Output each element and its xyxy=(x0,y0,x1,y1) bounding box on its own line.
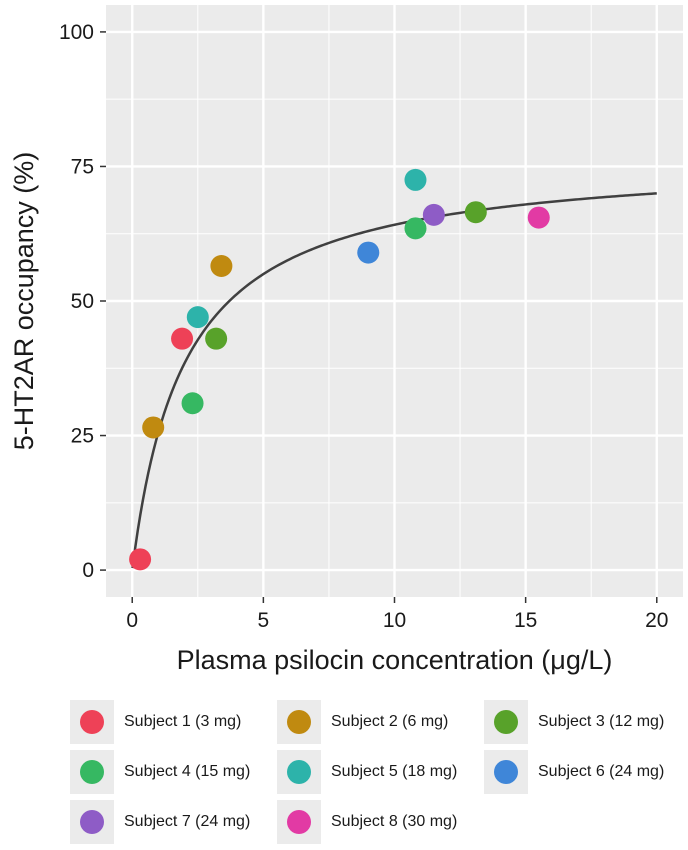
x-tick-label: 5 xyxy=(258,609,270,632)
legend-label: Subject 2 (6 mg) xyxy=(331,713,449,730)
legend-key xyxy=(70,700,114,744)
legend-dot xyxy=(494,710,518,734)
x-tick-label: 0 xyxy=(126,609,138,632)
legend-key xyxy=(484,700,528,744)
legend-item-subject-4: Subject 4 (15 mg) xyxy=(70,750,250,794)
legend-label: Subject 8 (30 mg) xyxy=(331,813,458,830)
x-tick-label: 15 xyxy=(514,609,537,632)
legend-label: Subject 5 (18 mg) xyxy=(331,763,458,780)
data-point-subject-1 xyxy=(129,548,152,571)
legend-label: Subject 7 (24 mg) xyxy=(124,813,251,830)
legend-item-subject-7: Subject 7 (24 mg) xyxy=(70,800,250,844)
y-tick-label: 0 xyxy=(82,559,94,582)
y-axis-title: 5-HT2AR occupancy (%) xyxy=(9,152,39,451)
legend-key xyxy=(277,800,321,844)
data-point-subject-4 xyxy=(404,217,427,240)
legend-key xyxy=(277,750,321,794)
fit-curve xyxy=(131,192,657,569)
legend-item-subject-2: Subject 2 (6 mg) xyxy=(277,700,448,744)
legend-dot xyxy=(80,810,104,834)
data-point-subject-8 xyxy=(527,206,550,229)
legend-label: Subject 1 (3 mg) xyxy=(124,713,242,730)
x-axis-title: Plasma psilocin concentration (μg/L) xyxy=(177,645,613,675)
tick-labels: 0 5 10 15 20 0 25 50 75 100 xyxy=(59,21,668,632)
data-point-subject-5 xyxy=(404,168,427,191)
data-point-subject-1 xyxy=(171,327,194,350)
y-tick-label: 50 xyxy=(71,290,94,313)
legend-dot xyxy=(80,710,104,734)
data-point-subject-7 xyxy=(422,203,445,226)
data-points xyxy=(129,168,550,571)
data-point-subject-6 xyxy=(357,241,380,264)
x-tick-label: 10 xyxy=(383,609,406,632)
data-point-subject-2 xyxy=(210,255,233,278)
legend-item-subject-8: Subject 8 (30 mg) xyxy=(277,800,457,844)
legend-label: Subject 6 (24 mg) xyxy=(538,763,665,780)
legend-dot xyxy=(287,810,311,834)
legend-key xyxy=(277,700,321,744)
legend-dot xyxy=(494,760,518,784)
data-point-subject-4 xyxy=(181,392,204,415)
legend-dot xyxy=(287,760,311,784)
data-point-subject-5 xyxy=(186,306,209,329)
legend-dot xyxy=(80,760,104,784)
y-tick-label: 100 xyxy=(59,21,94,44)
legend-label: Subject 3 (12 mg) xyxy=(538,713,665,730)
legend-item-subject-1: Subject 1 (3 mg) xyxy=(70,700,241,744)
y-tick-label: 75 xyxy=(71,155,94,178)
legend-item-subject-6: Subject 6 (24 mg) xyxy=(484,750,664,794)
legend-key xyxy=(70,750,114,794)
legend-key xyxy=(70,800,114,844)
x-tick-label: 20 xyxy=(645,609,668,632)
major-gridlines xyxy=(106,5,683,597)
y-tick-label: 25 xyxy=(71,425,94,448)
legend-item-subject-5: Subject 5 (18 mg) xyxy=(277,750,457,794)
axis-ticks xyxy=(100,31,658,603)
legend-label: Subject 4 (15 mg) xyxy=(124,763,251,780)
chart: 0 5 10 15 20 0 25 50 75 100 Plasma psilocin conce… xyxy=(9,5,683,675)
data-point-subject-3 xyxy=(205,327,228,350)
legend-dot xyxy=(287,710,311,734)
data-point-subject-2 xyxy=(142,416,165,439)
legend-key xyxy=(484,750,528,794)
legend-item-subject-3: Subject 3 (12 mg) xyxy=(484,700,664,744)
data-point-subject-3 xyxy=(464,201,487,224)
